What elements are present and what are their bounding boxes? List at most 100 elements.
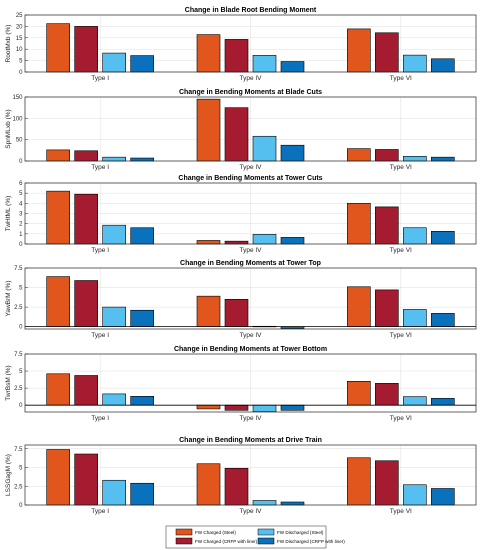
bar-type-i-series-4 [130, 396, 154, 406]
bar-type-iv-series-3 [252, 135, 277, 162]
bar-type-vi-series-3 [403, 309, 427, 327]
axes-box [24, 444, 477, 506]
bar-type-iv-series-1 [196, 34, 221, 73]
bar-type-iv-series-4 [280, 501, 305, 506]
axes-box [24, 14, 477, 73]
y-tick-label: 2.5 [14, 386, 23, 392]
y-tick-label: 5 [19, 191, 23, 197]
bar-type-vi-series-2 [375, 289, 399, 327]
bar-type-i-series-4 [130, 157, 154, 162]
bar-type-vi-series-4 [431, 58, 455, 73]
bar-type-iv-series-4 [280, 404, 305, 411]
chart-panel-4: 0 2.5 5 7.5 Type I Type IV Type VI Change in Be… [5, 260, 477, 339]
chart-panel-1: 0 5 10 15 20 25 Type I Type IV Type VI Change in … [5, 7, 477, 82]
bar-type-vi-series-4 [431, 230, 455, 245]
bar-type-i-series-4 [130, 227, 154, 245]
y-tick-label: 1 [19, 232, 23, 238]
y-tick-label: 2 [19, 222, 23, 228]
legend-label-2: FW Charged (CRFP with liner) [195, 539, 258, 544]
chart-title: Change in Bending Moments at Tower Botto… [174, 346, 327, 353]
y-tick-label: 0 [19, 242, 23, 248]
y-tick-label: 5 [19, 286, 23, 292]
legend-swatch-4 [257, 537, 275, 545]
y-tick-label: 5 [19, 466, 23, 472]
x-tick-label: Type I [91, 415, 109, 422]
bar-type-i-series-4 [130, 309, 154, 327]
bar-type-i-series-3 [102, 393, 126, 406]
bar-type-iv-series-2 [224, 39, 249, 73]
chart-panel-5: 0 2.5 5 7.5 Type I Type IV Type VI Change in Be… [5, 346, 477, 422]
bar-type-vi-series-1 [347, 380, 371, 406]
bar-type-iv-series-1 [196, 295, 221, 327]
bar-type-i-series-3 [102, 224, 126, 245]
bar-type-i-series-3 [102, 156, 126, 162]
legend-swatch-1 [175, 528, 193, 536]
bar-type-iv-series-4 [280, 144, 305, 162]
bar-type-i-series-2 [74, 26, 98, 73]
legend-label-3: FW Discharged (Steel) [277, 530, 324, 535]
legend-label-4: FW Discharged (CRFP with liner) [277, 539, 345, 544]
y-tick-label: 5 [19, 59, 23, 65]
bar-type-vi-series-1 [347, 148, 371, 162]
legend: FW Charged (Steel) FW Charged (CRFP with … [165, 525, 345, 549]
chart-panel-3: 0 1 2 3 4 5 6 Type I Type IV Type VI Change in Ben… [5, 175, 477, 254]
bar-type-vi-series-3 [403, 227, 427, 245]
x-tick-label: Type I [91, 164, 109, 171]
bar-type-i-series-1 [46, 190, 70, 245]
bar-type-iv-series-2 [224, 107, 249, 162]
y-axis-label: SpnMLxb (%) [5, 109, 12, 148]
legend-swatch-3 [257, 528, 275, 536]
y-tick-label: 0 [19, 159, 23, 165]
bar-type-vi-series-1 [347, 286, 371, 327]
y-tick-label: 0 [19, 503, 23, 509]
axes-box [24, 353, 477, 413]
y-tick-label: 5 [19, 369, 23, 375]
x-tick-label: Type IV [239, 75, 262, 82]
axes-box [24, 182, 477, 245]
chart-title: Change in Bending Moments at Blade Cuts [179, 89, 322, 96]
x-tick-label: Type IV [239, 247, 262, 254]
bar-type-i-series-2 [74, 193, 98, 245]
y-tick-label: 7.5 [14, 266, 23, 272]
x-tick-label: Type I [91, 508, 109, 515]
y-tick-label: 20 [16, 24, 23, 30]
bar-type-i-series-1 [46, 23, 70, 73]
axes-box [24, 96, 477, 162]
y-tick-label: 7.5 [14, 447, 23, 453]
x-tick-label: Type VI [390, 164, 412, 171]
chart-title: Change in Bending Moments at Drive Train [179, 437, 322, 444]
bar-type-vi-series-2 [375, 460, 399, 506]
bar-type-vi-series-4 [431, 488, 455, 506]
bar-type-iv-series-3 [252, 234, 277, 245]
y-tick-label: 4 [19, 201, 23, 207]
x-tick-label: Type IV [239, 332, 262, 339]
x-tick-label: Type VI [390, 247, 412, 254]
y-tick-label: 150 [12, 95, 23, 101]
axes-box [24, 267, 477, 330]
bar-type-vi-series-2 [375, 206, 399, 245]
y-tick-label: 0 [19, 70, 23, 76]
bar-type-vi-series-4 [431, 398, 455, 406]
x-tick-label: Type I [91, 247, 109, 254]
chart-panel-2: 0 50 100 150 Type I Type IV Type VI Change in B… [5, 89, 477, 171]
legend-label-1: FW Charged (Steel) [195, 530, 236, 535]
bar-type-vi-series-3 [403, 54, 427, 73]
x-tick-label: Type VI [390, 508, 412, 515]
x-tick-label: Type VI [390, 75, 412, 82]
y-axis-label: TwHtML (%) [5, 196, 12, 232]
bar-type-i-series-2 [74, 280, 98, 327]
bar-type-i-series-1 [46, 373, 70, 406]
y-axis-label: TwrBsM (%) [5, 365, 12, 400]
bar-type-i-series-1 [46, 276, 70, 327]
y-tick-label: 3 [19, 212, 23, 218]
bar-type-i-series-1 [46, 449, 70, 506]
y-tick-label: 2.5 [14, 305, 23, 311]
x-tick-label: Type I [91, 75, 109, 82]
chart-title: Change in Bending Moments at Tower Cuts [178, 175, 322, 182]
bar-type-iv-series-4 [280, 61, 305, 73]
y-tick-label: 2.5 [14, 484, 23, 490]
bar-type-vi-series-1 [347, 203, 371, 245]
y-tick-label: 0 [19, 325, 23, 331]
y-axis-label: YawBrM (%) [5, 281, 12, 317]
